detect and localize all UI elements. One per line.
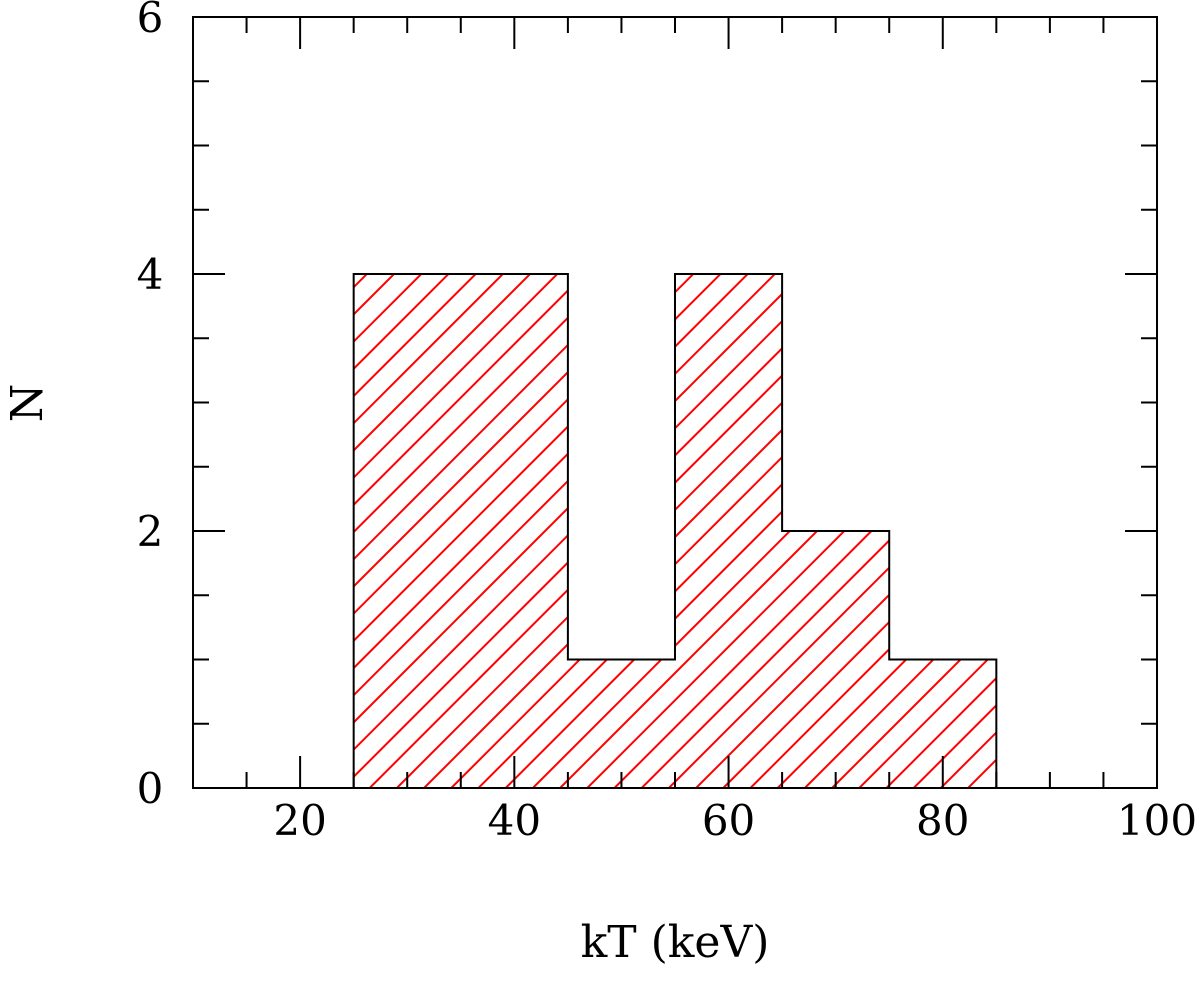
- hatch-line: [353, 274, 926, 788]
- hatch-line: [423, 274, 997, 788]
- y-tick-label: 2: [137, 507, 164, 556]
- x-axis-label: kT (keV): [581, 917, 770, 968]
- x-tick-label: 40: [488, 796, 541, 845]
- hatch-line: [353, 274, 436, 788]
- hatch-line: [353, 274, 627, 788]
- hatch-line: [967, 274, 997, 788]
- hatch-line: [695, 274, 997, 788]
- histogram-bar: [461, 274, 568, 788]
- hatch-line: [613, 274, 997, 788]
- hatch-line: [353, 274, 572, 788]
- hatch-line: [353, 274, 899, 788]
- x-tick-label: 80: [916, 796, 969, 845]
- y-tick-label: 6: [137, 0, 164, 42]
- hatch-line: [477, 274, 997, 788]
- x-tick-label: 20: [273, 796, 326, 845]
- hatch-line: [353, 274, 654, 788]
- hatch-line: [368, 274, 997, 788]
- hatch-line: [722, 274, 997, 788]
- hatch-line: [504, 274, 997, 788]
- hatch-line: [353, 274, 997, 788]
- hatch-line: [353, 274, 997, 788]
- hatch-line: [668, 274, 997, 788]
- hatch-line: [353, 274, 409, 788]
- hatch-line: [353, 274, 681, 788]
- hatch-line: [559, 274, 997, 788]
- histogram-outline: [352, 273, 998, 789]
- histogram-bar: [354, 274, 461, 788]
- hatch-line: [353, 274, 600, 788]
- hatch-line: [353, 274, 997, 788]
- y-axis-label: N: [2, 384, 53, 423]
- hatch-line: [353, 274, 980, 788]
- hatch-line: [353, 274, 953, 788]
- y-tick-label: 0: [137, 764, 164, 813]
- axis-ticks: [193, 17, 1157, 788]
- hatch-line: [885, 274, 997, 788]
- hatch-line: [353, 274, 997, 788]
- hatch-line: [353, 274, 355, 788]
- x-tick-label: 100: [1117, 796, 1197, 845]
- hatch-line: [831, 274, 997, 788]
- hatch-line: [353, 274, 464, 788]
- hatch-line: [353, 274, 997, 788]
- hatch-fill: [353, 274, 997, 788]
- hatch-line: [353, 274, 382, 788]
- hatch-line: [353, 274, 844, 788]
- y-tick-label: 4: [137, 250, 164, 299]
- hatch-line: [640, 274, 997, 788]
- hatch-line: [353, 274, 763, 788]
- hatch-line: [353, 274, 491, 788]
- hatch-line: [450, 274, 997, 788]
- hatch-line: [353, 274, 872, 788]
- hatch-line: [994, 274, 997, 788]
- hatch-line: [532, 274, 997, 788]
- histogram-bar: [568, 660, 675, 789]
- hatch-line: [749, 274, 997, 788]
- hatch-line: [353, 274, 518, 788]
- hatch-line: [353, 274, 817, 788]
- hatch-line: [940, 274, 997, 788]
- hatch-line: [396, 274, 997, 788]
- hatch-line: [804, 274, 997, 788]
- hatch-line: [353, 274, 545, 788]
- hatch-line: [858, 274, 997, 788]
- x-tick-label: 60: [702, 796, 755, 845]
- hatch-line: [353, 274, 790, 788]
